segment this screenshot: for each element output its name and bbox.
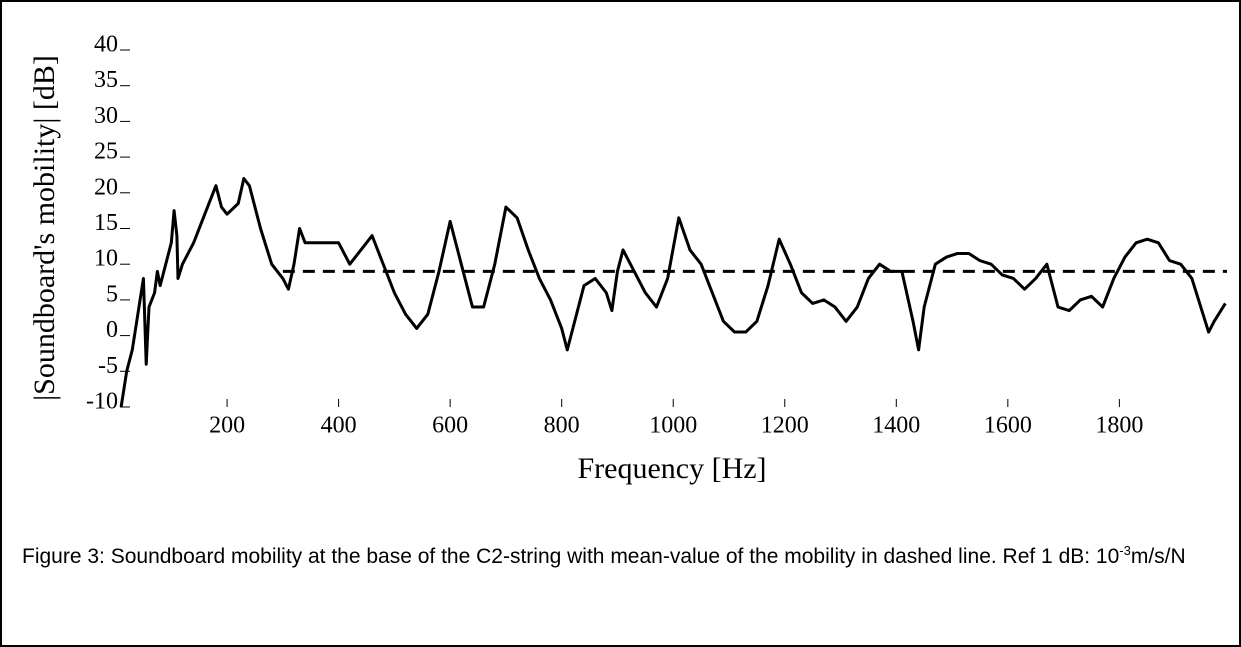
x-axis-label: Frequency [Hz] bbox=[577, 452, 766, 485]
y-tick-label: 40 bbox=[94, 32, 118, 58]
x-tick-label: 1800 bbox=[1095, 413, 1143, 439]
x-tick-label: 200 bbox=[209, 413, 245, 439]
y-tick-label: 5 bbox=[106, 281, 118, 307]
x-tick-label: 800 bbox=[544, 413, 580, 439]
y-tick-label: 35 bbox=[94, 67, 118, 93]
x-tick-label: 1200 bbox=[761, 413, 809, 439]
x-tick-label: 1000 bbox=[649, 413, 697, 439]
y-tick-label: 15 bbox=[94, 210, 118, 236]
caption: Figure 3: Soundboard mobility at the bas… bbox=[22, 528, 1232, 580]
mobility-line bbox=[119, 177, 1227, 408]
y-tick-label: 20 bbox=[94, 174, 118, 200]
y-tick-label: -5 bbox=[98, 353, 118, 379]
caption-text: Figure 3: Soundboard mobility at the bas… bbox=[22, 545, 1120, 568]
x-tick-label: 600 bbox=[432, 413, 468, 439]
caption-suffix: m/s/N bbox=[1130, 545, 1186, 568]
x-tick-label: 1600 bbox=[984, 413, 1032, 439]
chart: Frequency [Hz] |Soundboard's mobility| [… bbox=[28, 32, 1227, 485]
y-tick-label: 25 bbox=[94, 139, 118, 165]
y-tick-label: -10 bbox=[86, 389, 118, 415]
x-tick-label: 400 bbox=[321, 413, 357, 439]
y-tick-label: 30 bbox=[94, 103, 118, 129]
y-tick-label: 10 bbox=[94, 246, 118, 272]
y-axis-label: |Soundboard's mobility| [dB] bbox=[28, 55, 61, 401]
caption-superscript: -3 bbox=[1119, 543, 1131, 558]
y-tick-label: 0 bbox=[106, 317, 118, 343]
x-tick-label: 1400 bbox=[872, 413, 920, 439]
